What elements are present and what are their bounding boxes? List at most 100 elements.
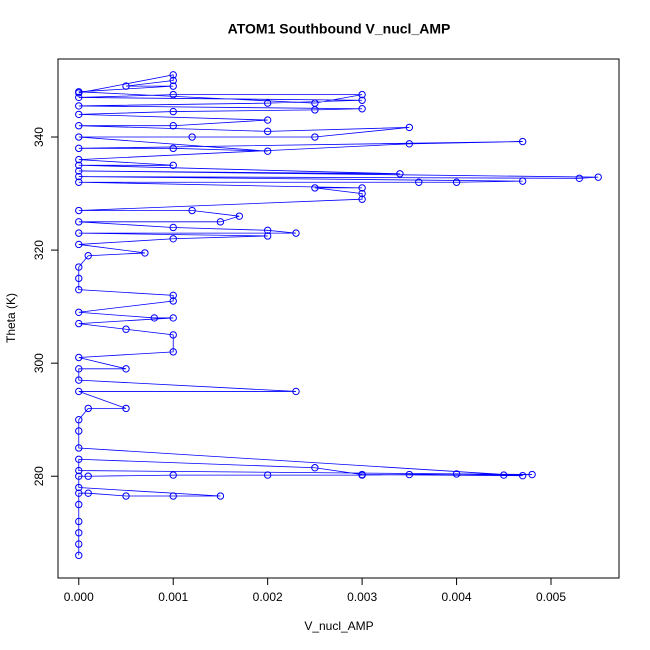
data-point [169,471,177,479]
data-point [235,212,244,220]
data-point [263,116,272,124]
data-point [122,325,130,333]
data-point [358,189,366,198]
data-point [75,415,83,424]
data-point [75,161,83,169]
data-point [75,308,83,316]
data-point [75,472,83,480]
data-point [263,232,272,240]
data-point [122,365,130,373]
data-point [75,263,83,271]
y-axis-label: Theta (K) [4,293,18,343]
data-point [75,206,83,215]
x-axis-label: V_nucl_AMP [304,619,373,633]
data-point [75,529,83,537]
data-point [75,540,83,548]
data-point [75,500,83,509]
data-point [358,105,366,113]
data-point [169,161,177,169]
data-point [75,172,83,181]
data-point [594,173,602,181]
data-point [141,249,149,257]
data-point [311,99,319,107]
data-point [405,470,414,479]
data-point [75,551,83,560]
data-point [358,195,366,203]
data-point [358,470,366,479]
data-point [84,472,92,480]
data-point [311,133,319,141]
data-point [75,285,83,294]
x-tick-label: 0.005 [536,590,566,604]
data-point [75,365,83,373]
data-point [75,89,83,97]
x-tick-label: 0.001 [158,590,188,604]
data-point [518,177,527,185]
data-point [75,466,83,475]
data-point [75,229,83,237]
data-point [75,455,83,463]
data-point [169,492,177,500]
data-point [169,331,177,339]
data-point [216,218,225,226]
data-point [75,110,83,119]
data-point [405,123,414,132]
data-point [169,348,177,356]
data-point [188,206,196,215]
data-point [75,133,83,141]
data-point [84,252,92,260]
data-point [169,76,177,85]
data-point [358,96,366,104]
data-point [75,387,83,396]
y-tick-label: 340 [32,127,46,147]
data-point [169,297,177,305]
data-point [75,218,83,226]
data-point [311,184,319,192]
data-point [263,99,272,107]
data-point [150,314,159,322]
data-point [358,90,366,99]
data-point [216,492,225,500]
data-point [75,353,83,362]
data-point [75,274,83,283]
data-point [263,471,272,479]
plot-frame [57,58,620,579]
data-point [169,144,177,153]
data-point [75,178,83,186]
data-point [75,517,83,526]
data-point [358,184,366,192]
data-point [84,404,92,413]
data-point [75,102,83,110]
data-point [169,71,177,79]
data-point [75,376,83,384]
data-point [169,90,177,99]
data-point [415,178,423,186]
data-point [500,471,508,479]
data-point [169,314,177,322]
data-point [405,140,414,148]
data-point [75,427,83,435]
data-point [292,387,300,396]
series-line [78,74,599,556]
data-point [75,93,83,102]
data-point [396,170,404,178]
data-point [75,155,83,164]
data-point [169,82,177,90]
data-point [518,471,527,480]
data-point [122,492,130,500]
data-point [75,122,83,130]
data-point [169,291,177,300]
chart-title: ATOM1 Southbound V_nucl_AMP [228,21,451,37]
data-point [518,137,527,146]
data-point [75,319,83,328]
data-point [528,470,536,479]
x-tick-label: 0.003 [347,590,377,604]
x-tick-label: 0.002 [253,590,283,604]
data-point [263,147,272,155]
data-point [75,167,83,175]
x-tick-label: 0.004 [442,590,472,604]
data-point [311,464,319,472]
y-tick-label: 320 [32,240,46,260]
data-point [263,226,272,235]
